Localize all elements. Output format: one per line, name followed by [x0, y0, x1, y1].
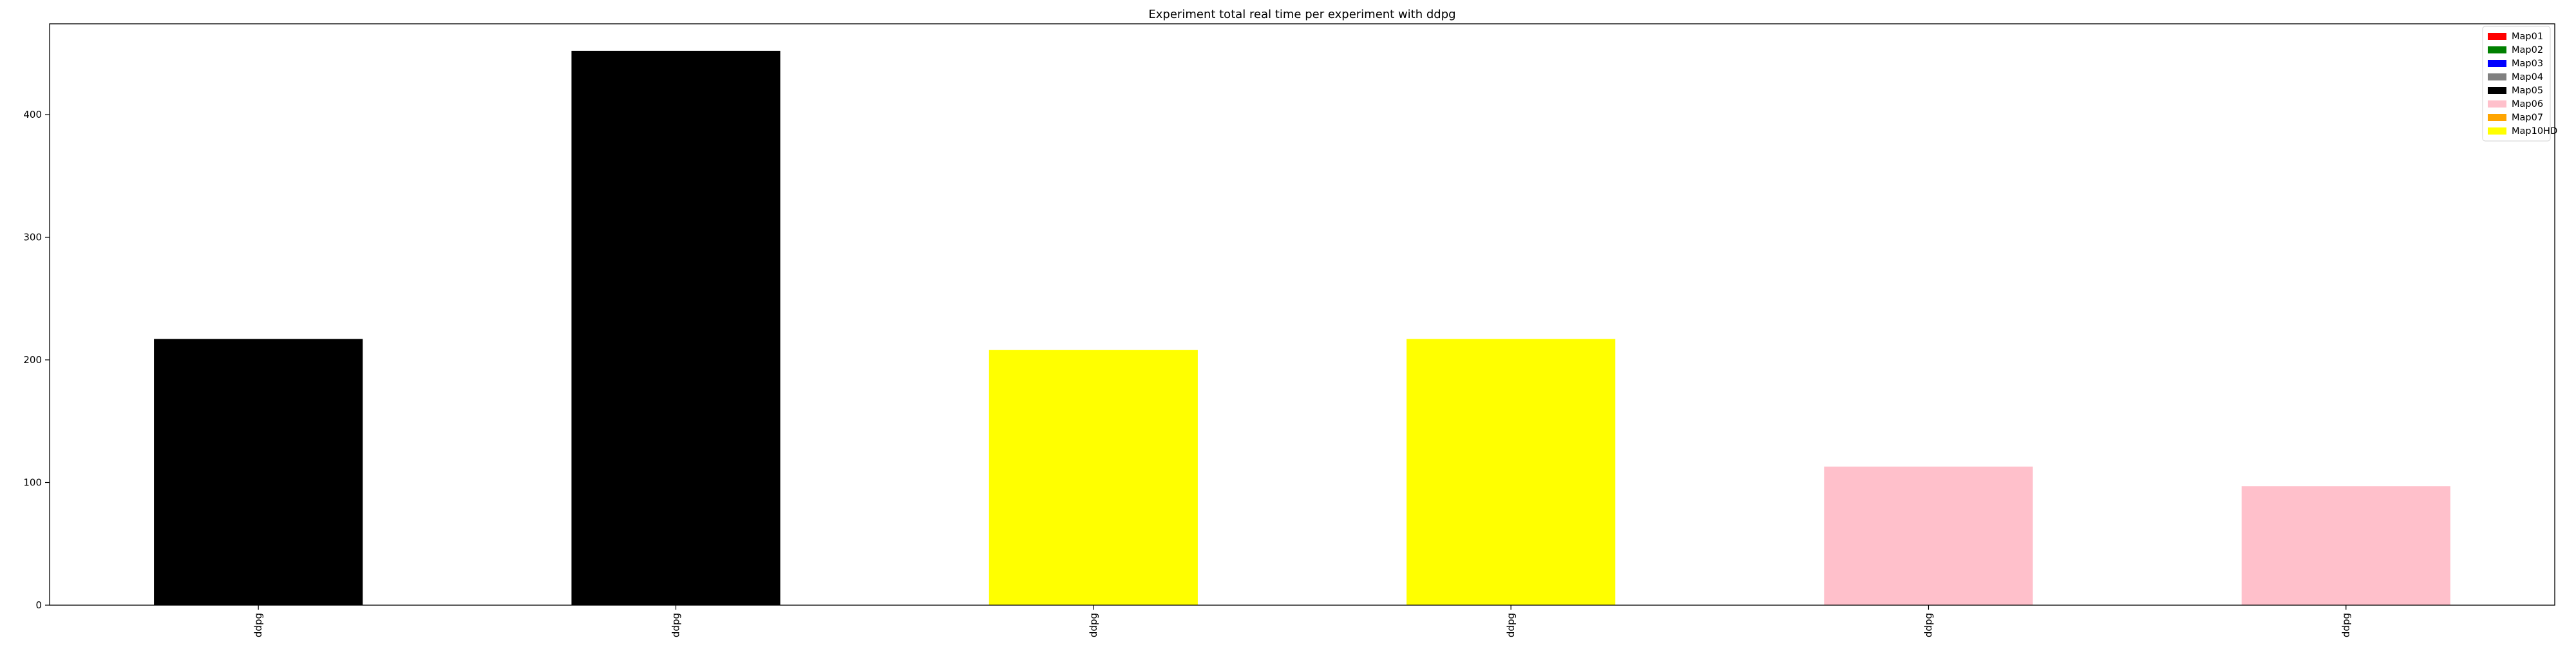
legend-label: Map07: [2512, 113, 2543, 123]
y-tick-label: 300: [23, 231, 42, 243]
bar: [154, 339, 363, 605]
legend-swatch: [2488, 127, 2506, 135]
plot-frame: [49, 23, 2555, 606]
x-axis: ddpg ddpg ddpg ddpg ddpg ddpg: [252, 605, 2352, 637]
chart-title: Experiment total real time per experimen…: [1148, 8, 1455, 21]
bar-series: [154, 50, 2450, 606]
legend-label: Map10HD: [2512, 126, 2557, 136]
x-tick-label: ddpg: [1505, 613, 1517, 637]
legend: Map01 Map02 Map03 Map04 Map05 Map06 Map07 Map10…: [2482, 26, 2557, 142]
legend-swatch: [2488, 60, 2506, 67]
legend-label: Map02: [2512, 45, 2543, 55]
bar: [1824, 466, 2033, 605]
x-tick-label: ddpg: [670, 613, 682, 637]
legend-box: [2482, 26, 2551, 142]
legend-swatch: [2488, 100, 2506, 108]
y-tick-label: 400: [23, 109, 42, 120]
y-tick-label: 0: [35, 599, 42, 611]
y-tick-label: 200: [23, 354, 42, 366]
legend-label: Map06: [2512, 99, 2543, 109]
legend-label: Map05: [2512, 86, 2543, 96]
legend-swatch: [2488, 114, 2506, 121]
y-axis: 0 100 200 300 400: [23, 109, 50, 611]
y-tick-label: 100: [23, 476, 42, 488]
bar: [2241, 486, 2450, 605]
x-tick-label: ddpg: [1088, 613, 1099, 637]
legend-swatch: [2488, 87, 2506, 94]
x-tick-label: ddpg: [252, 613, 264, 637]
x-tick-label: ddpg: [1923, 613, 1935, 637]
bar: [1406, 339, 1616, 605]
legend-label: Map04: [2512, 72, 2543, 82]
legend-swatch: [2488, 73, 2506, 80]
bar: [571, 50, 781, 606]
legend-swatch: [2488, 46, 2506, 53]
legend-label: Map03: [2512, 59, 2543, 69]
x-tick-label: ddpg: [2340, 613, 2352, 637]
bar: [989, 350, 1198, 605]
legend-swatch: [2488, 33, 2506, 40]
legend-label: Map01: [2512, 32, 2543, 42]
